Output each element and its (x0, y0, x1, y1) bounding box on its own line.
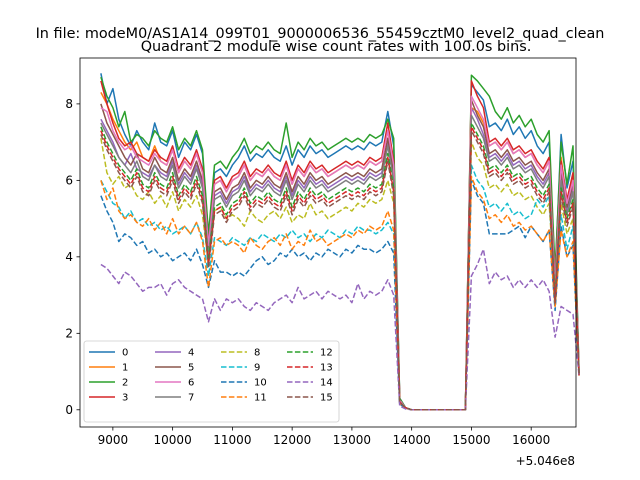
series-line-9 (100, 164, 580, 411)
legend-label-13: 13 (320, 363, 333, 374)
legend-label-5: 5 (188, 363, 194, 374)
series-line-2 (100, 74, 580, 411)
legend-label-3: 3 (122, 393, 128, 404)
legend-label-0: 0 (122, 348, 128, 359)
series-layer (100, 73, 580, 411)
legend-label-8: 8 (254, 348, 260, 359)
legend-label-12: 12 (320, 348, 333, 359)
axes-layer: 9000 10000 11000 12000 13000 14000 15000 16000 0… (65, 97, 550, 447)
x-tick-label: 14000 (393, 433, 431, 447)
series-line-5 (100, 99, 580, 411)
legend-label-11: 11 (254, 393, 267, 404)
plot-frame (79, 57, 577, 428)
legend-label-14: 14 (320, 378, 333, 389)
series-line-7 (100, 114, 580, 411)
chart-suptitle: In file: modeM0/AS1A14_099T01_9000006536… (36, 26, 605, 42)
legend-label-7: 7 (188, 393, 194, 404)
x-offset-label: +5.046e8 (516, 454, 575, 468)
series-line-4 (100, 106, 580, 411)
legend-label-6: 6 (188, 378, 194, 389)
legend-label-9: 9 (254, 363, 260, 374)
series-line-11 (100, 175, 580, 411)
series-line-6 (100, 95, 580, 411)
series-line-14 (100, 248, 580, 411)
x-tick-label: 16000 (512, 433, 550, 447)
y-tick-label: 6 (65, 174, 73, 188)
legend-label-10: 10 (254, 378, 267, 389)
x-tick-label: 13000 (333, 433, 371, 447)
series-line-0 (100, 73, 580, 411)
series-line-12 (100, 122, 580, 411)
series-line-13 (100, 126, 580, 411)
series-line-15 (100, 129, 580, 411)
y-tick-label: 2 (65, 327, 73, 341)
x-tick-label: 10000 (154, 433, 192, 447)
chart-title: Quadrant 2 module wise count rates with … (141, 39, 532, 55)
legend-box (83, 340, 340, 423)
x-tick-label: 9000 (98, 433, 129, 447)
legend-label-1: 1 (122, 363, 128, 374)
y-tick-label: 0 (65, 403, 73, 417)
y-tick-label: 4 (65, 250, 73, 264)
legend-label-2: 2 (122, 378, 128, 389)
legend-label-15: 15 (320, 393, 333, 404)
x-tick-label: 12000 (273, 433, 311, 447)
legend-label-4: 4 (188, 348, 194, 359)
series-line-10 (100, 179, 580, 411)
series-line-3 (100, 80, 580, 411)
series-line-8 (100, 138, 580, 411)
x-tick-label: 15000 (452, 433, 490, 447)
y-tick-label: 8 (65, 97, 73, 111)
x-tick-label: 11000 (213, 433, 251, 447)
